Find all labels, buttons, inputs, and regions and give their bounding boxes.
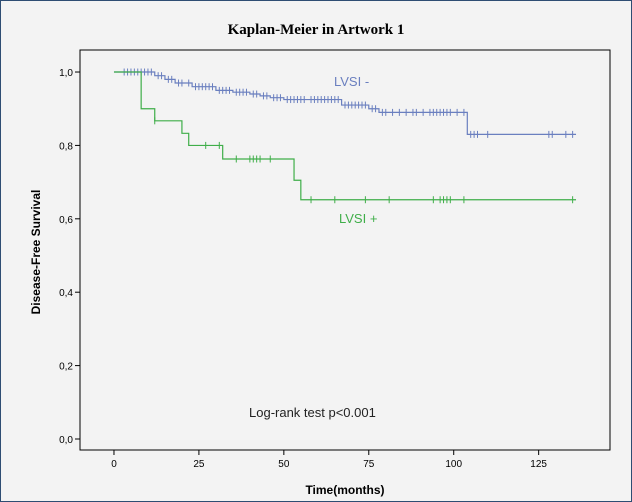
series-0 [113,68,577,138]
plot-area [79,49,611,451]
series-1 [113,71,577,204]
y-tick-label-2: 0,4 [59,288,73,299]
y-axis-title: Disease-Free Survival [29,190,43,315]
y-tick-label-5: 1,0 [59,68,73,79]
chart-title: Kaplan-Meier in Artwork 1 [227,22,405,38]
y-tick-label-1: 0,2 [59,362,73,373]
y-axis: 0,0 0,2 0,4 0,6 0,8 1,0 [59,68,80,446]
series-label-lvsi-pos: LVSI + [339,211,377,226]
x-tick-label-1: 25 [193,459,205,470]
x-axis: 0 25 50 75 100 125 [111,450,547,470]
survival-curve-1 [113,71,577,201]
series-label-lvsi-neg: LVSI - [334,74,369,89]
y-tick-label-0: 0,0 [59,435,73,446]
y-tick-label-3: 0,6 [59,215,73,226]
x-tick-label-2: 50 [278,459,290,470]
x-tick-label-5: 125 [530,459,547,470]
logrank-annotation: Log-rank test p<0.001 [249,405,376,420]
x-tick-label-3: 75 [363,459,375,470]
survival-curve-0 [113,71,577,136]
x-tick-label-4: 100 [445,459,462,470]
y-tick-label-4: 0,8 [59,141,73,152]
x-axis-title: Time(months) [305,483,384,497]
x-tick-label-0: 0 [111,459,117,470]
series-layer [113,68,577,204]
